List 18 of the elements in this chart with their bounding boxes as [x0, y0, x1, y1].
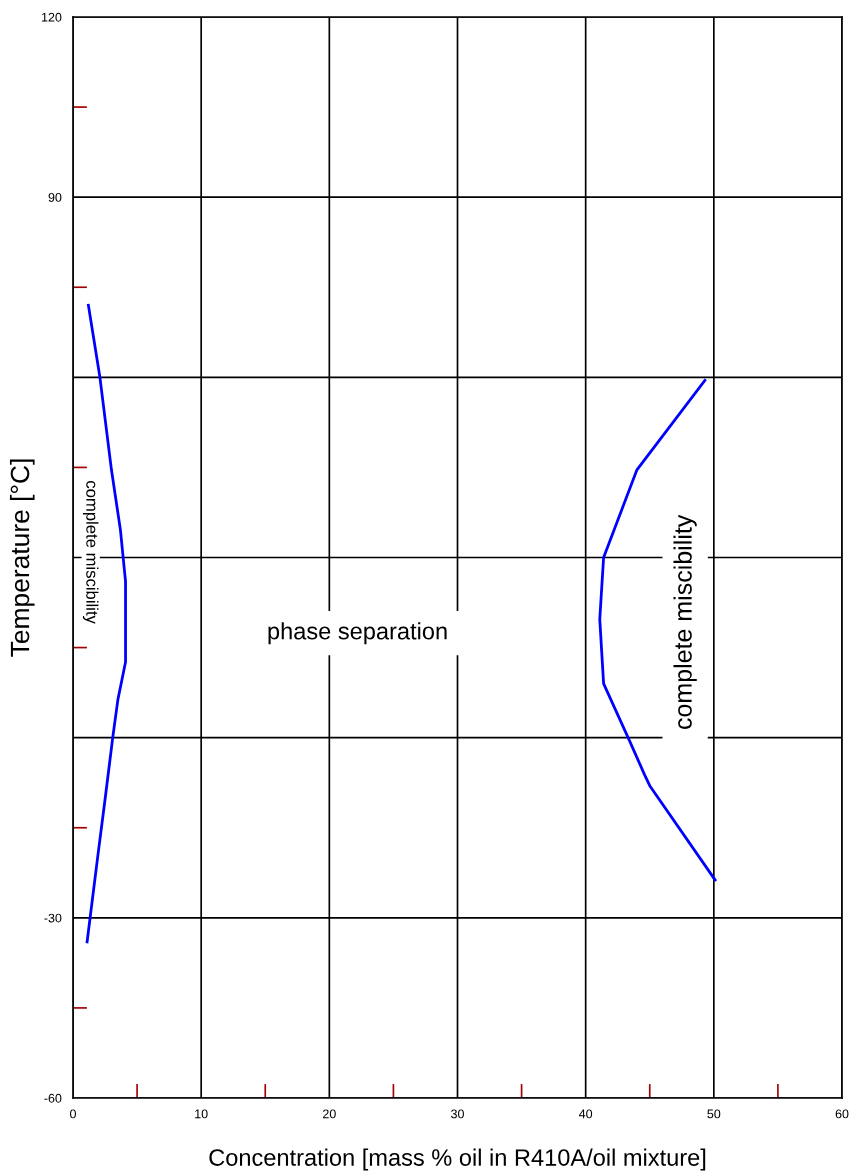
y-tick-label: -30: [44, 913, 62, 923]
y-tick-label: 90: [48, 192, 62, 202]
y-tick-label: 120: [41, 12, 62, 22]
y-axis-title: Temperature [°C]: [9, 459, 35, 657]
x-axis-title: Concentration [mass % oil in R410A/oil mixture]: [209, 1148, 706, 1171]
annotation: complete miscibility: [82, 481, 99, 624]
line-series: [598, 378, 717, 882]
annotation: phase separation: [268, 622, 447, 645]
x-tick-label: 60: [835, 1109, 849, 1119]
y-tick-label: -60: [44, 1093, 62, 1103]
x-tick-label: 40: [579, 1109, 593, 1119]
x-tick-label: 0: [70, 1109, 76, 1119]
x-tick-label: 10: [195, 1109, 208, 1119]
line-series: [85, 303, 127, 944]
x-tick-label: 30: [451, 1109, 464, 1119]
x-tick-label: 50: [707, 1109, 721, 1119]
annotation: complete miscibility: [673, 514, 697, 729]
x-tick-label: 20: [323, 1109, 336, 1119]
